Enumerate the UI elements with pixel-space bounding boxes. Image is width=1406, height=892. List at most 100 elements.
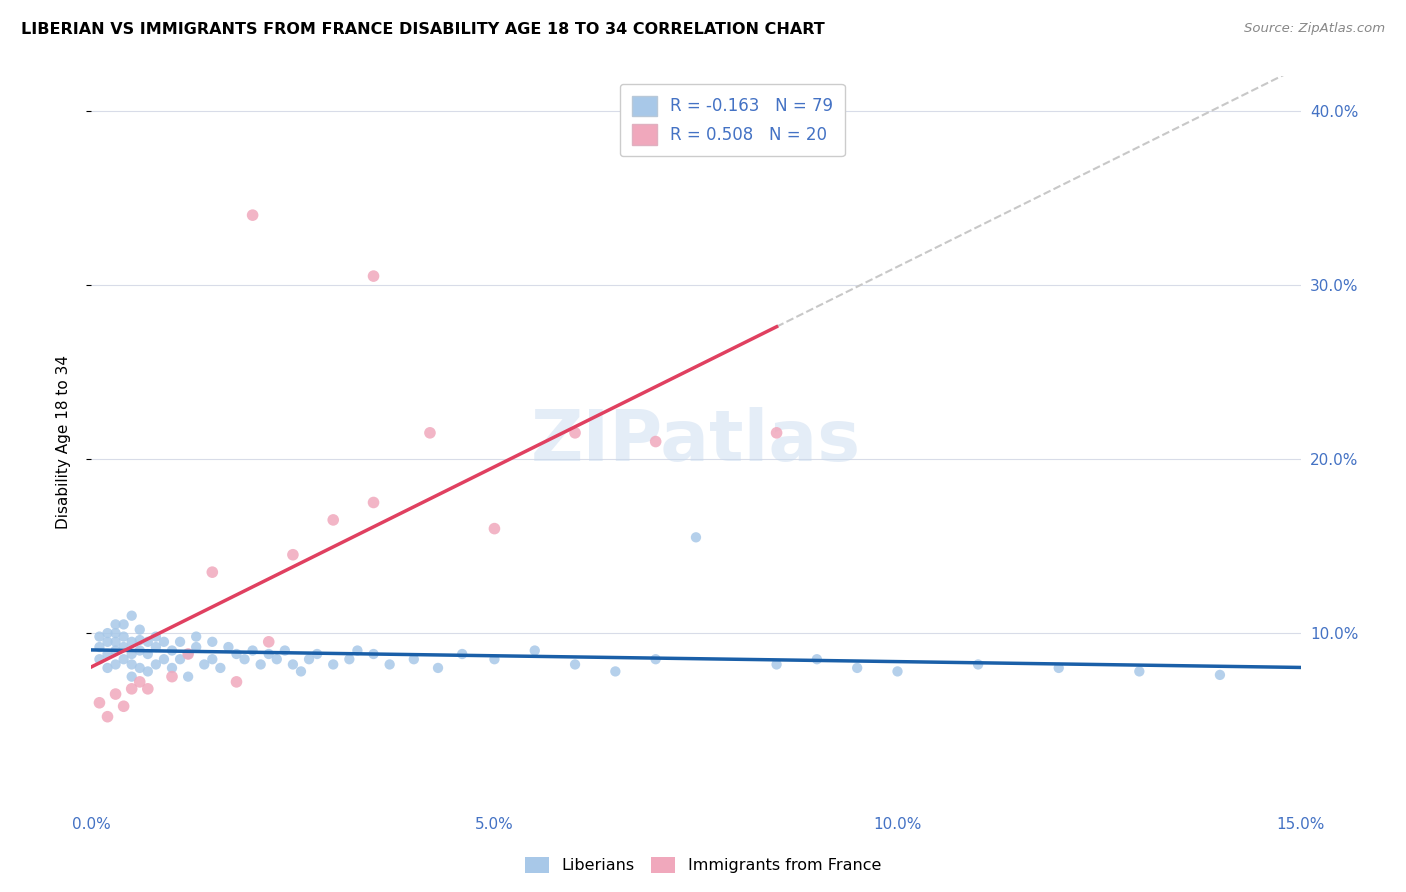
Point bbox=[121, 608, 143, 623]
Point bbox=[136, 681, 159, 696]
Point bbox=[451, 647, 474, 661]
Point bbox=[177, 647, 200, 661]
Point bbox=[886, 665, 908, 679]
Point bbox=[89, 630, 111, 644]
Point bbox=[257, 635, 280, 649]
Point bbox=[378, 657, 401, 672]
Point bbox=[322, 513, 344, 527]
Point bbox=[402, 652, 425, 666]
Point bbox=[201, 565, 224, 579]
Point bbox=[427, 661, 450, 675]
Point bbox=[225, 674, 247, 689]
Point bbox=[121, 670, 143, 684]
Point bbox=[169, 635, 191, 649]
Point bbox=[564, 425, 586, 440]
Point bbox=[644, 652, 666, 666]
Point bbox=[89, 696, 111, 710]
Point bbox=[967, 657, 990, 672]
Point bbox=[160, 670, 183, 684]
Point bbox=[217, 640, 239, 654]
Point bbox=[806, 652, 828, 666]
Point bbox=[419, 425, 441, 440]
Point bbox=[160, 661, 183, 675]
Text: LIBERIAN VS IMMIGRANTS FROM FRANCE DISABILITY AGE 18 TO 34 CORRELATION CHART: LIBERIAN VS IMMIGRANTS FROM FRANCE DISAB… bbox=[21, 22, 825, 37]
Point bbox=[274, 643, 297, 657]
Point bbox=[145, 657, 167, 672]
Point bbox=[290, 665, 312, 679]
Point bbox=[136, 647, 159, 661]
Point bbox=[145, 640, 167, 654]
Point bbox=[363, 269, 385, 284]
Point bbox=[685, 530, 707, 544]
Point bbox=[201, 652, 224, 666]
Legend: Liberians, Immigrants from France: Liberians, Immigrants from France bbox=[519, 850, 887, 880]
Point bbox=[564, 657, 586, 672]
Point bbox=[112, 699, 135, 714]
Point bbox=[249, 657, 271, 672]
Point bbox=[104, 626, 127, 640]
Point bbox=[112, 640, 135, 654]
Point bbox=[104, 657, 127, 672]
Point bbox=[765, 425, 787, 440]
Point bbox=[363, 647, 385, 661]
Point bbox=[169, 652, 191, 666]
Point bbox=[281, 657, 304, 672]
Point bbox=[242, 208, 264, 222]
Point bbox=[112, 617, 135, 632]
Point bbox=[605, 665, 627, 679]
Point bbox=[121, 681, 143, 696]
Point bbox=[160, 643, 183, 657]
Point bbox=[765, 657, 787, 672]
Point bbox=[128, 661, 150, 675]
Point bbox=[225, 647, 247, 661]
Point bbox=[136, 665, 159, 679]
Point bbox=[104, 617, 127, 632]
Point bbox=[128, 643, 150, 657]
Legend: R = -0.163   N = 79, R = 0.508   N = 20: R = -0.163 N = 79, R = 0.508 N = 20 bbox=[620, 84, 845, 156]
Point bbox=[209, 661, 232, 675]
Point bbox=[128, 633, 150, 648]
Text: ZIPatlas: ZIPatlas bbox=[531, 407, 860, 476]
Point bbox=[121, 647, 143, 661]
Point bbox=[1128, 665, 1150, 679]
Point bbox=[96, 626, 118, 640]
Text: Source: ZipAtlas.com: Source: ZipAtlas.com bbox=[1244, 22, 1385, 36]
Point bbox=[104, 635, 127, 649]
Point bbox=[298, 652, 321, 666]
Point bbox=[257, 647, 280, 661]
Point bbox=[104, 643, 127, 657]
Point bbox=[96, 709, 118, 723]
Point bbox=[322, 657, 344, 672]
Point bbox=[1047, 661, 1070, 675]
Point bbox=[201, 635, 224, 649]
Point bbox=[186, 640, 208, 654]
Point bbox=[177, 670, 200, 684]
Point bbox=[104, 687, 127, 701]
Point bbox=[128, 674, 150, 689]
Point bbox=[112, 652, 135, 666]
Point bbox=[242, 643, 264, 657]
Point bbox=[846, 661, 869, 675]
Point bbox=[363, 495, 385, 509]
Point bbox=[337, 652, 360, 666]
Point bbox=[1209, 668, 1232, 682]
Point bbox=[281, 548, 304, 562]
Point bbox=[307, 647, 329, 661]
Point bbox=[186, 630, 208, 644]
Point bbox=[121, 635, 143, 649]
Point bbox=[136, 635, 159, 649]
Point bbox=[266, 652, 288, 666]
Point bbox=[484, 522, 506, 536]
Point bbox=[96, 647, 118, 661]
Point bbox=[145, 630, 167, 644]
Point bbox=[346, 643, 368, 657]
Point bbox=[193, 657, 215, 672]
Point bbox=[484, 652, 506, 666]
Point bbox=[153, 635, 176, 649]
Point bbox=[96, 661, 118, 675]
Point bbox=[89, 652, 111, 666]
Point bbox=[523, 643, 546, 657]
Point bbox=[177, 647, 200, 661]
Y-axis label: Disability Age 18 to 34: Disability Age 18 to 34 bbox=[56, 354, 70, 529]
Point bbox=[233, 652, 256, 666]
